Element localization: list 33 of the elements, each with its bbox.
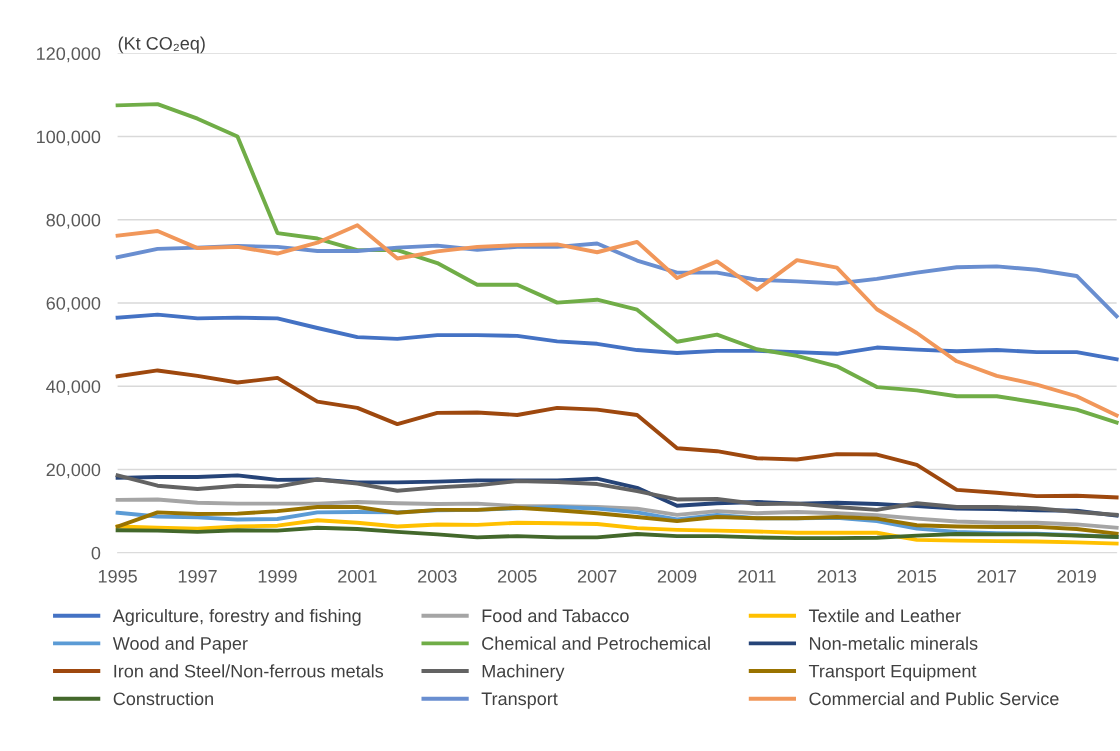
legend-label: Wood and Paper xyxy=(112,636,248,654)
legend-label: Transport xyxy=(481,692,558,709)
legend-label: Iron and Steel/Non-ferrous metals xyxy=(114,664,384,678)
legend-label: Transport Equipment xyxy=(808,664,977,682)
y-axis-title: (Kt CO₂eq) xyxy=(118,36,205,54)
legend-label: Non-metalic minerals xyxy=(809,636,978,650)
x-tick-label: 2017 xyxy=(977,569,1016,583)
x-tick-label: 2019 xyxy=(1057,569,1096,583)
x-tick-label: 2011 xyxy=(738,569,776,583)
x-tick-label: 2001 xyxy=(338,569,377,583)
legend-label: Chemical and Petrochemical xyxy=(482,636,710,650)
legend-label: Construction xyxy=(113,691,213,706)
y-tick-label: 60,000 xyxy=(46,296,101,312)
x-tick-label: 2009 xyxy=(657,569,697,583)
x-tick-label: 2013 xyxy=(817,569,857,583)
legend-label: Agriculture, forestry and fishing xyxy=(112,608,361,626)
legend-label: Food and Tabacco xyxy=(482,608,629,623)
y-tick-label: 80,000 xyxy=(46,213,101,229)
x-tick-label: 1995 xyxy=(98,569,137,583)
x-tick-label: 2007 xyxy=(577,569,617,583)
x-tick-label: 1999 xyxy=(258,569,297,583)
y-tick-label: 20,000 xyxy=(46,463,101,479)
y-tick-label: 120,000 xyxy=(37,47,101,63)
x-tick-label: 2005 xyxy=(498,569,537,583)
x-tick-label: 2015 xyxy=(897,569,937,583)
legend-label: Machinery xyxy=(482,664,565,682)
legend-label: Commercial and Public Service xyxy=(809,691,1059,706)
y-tick-label: 40,000 xyxy=(46,380,101,396)
legend-label: Textile and Leather xyxy=(808,608,961,623)
y-tick-label: 0 xyxy=(91,546,101,560)
x-tick-label: 1997 xyxy=(178,569,217,583)
y-tick-label: 100,000 xyxy=(37,130,101,146)
x-tick-label: 2003 xyxy=(418,569,457,583)
